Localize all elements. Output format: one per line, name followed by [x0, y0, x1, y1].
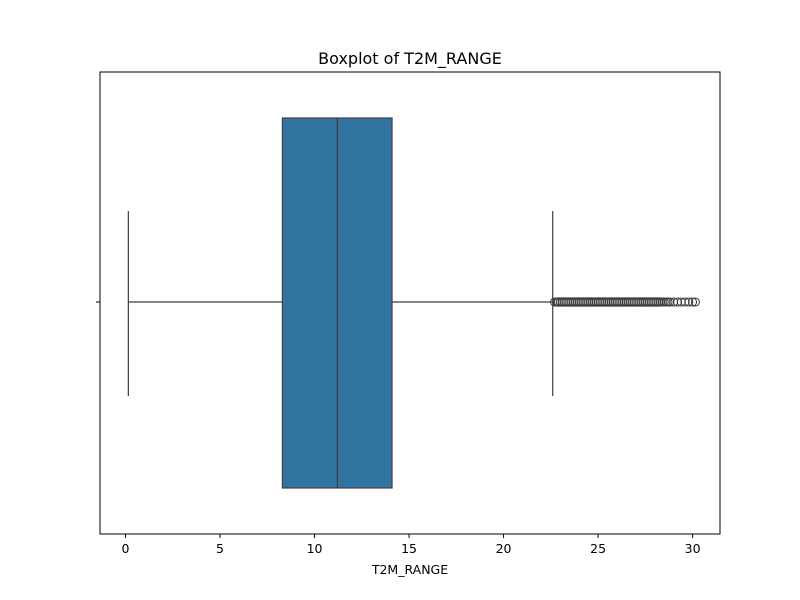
x-tick-label: 20 — [496, 541, 512, 556]
axes-frame — [99, 71, 721, 535]
x-tick-label: 30 — [685, 541, 701, 556]
chart-title: Boxplot of T2M_RANGE — [318, 49, 502, 69]
x-tick-label: 0 — [122, 541, 130, 556]
outlier-point — [690, 297, 700, 307]
x-tick-label: 5 — [216, 541, 224, 556]
plot-area — [127, 117, 700, 489]
outlier-point — [688, 297, 698, 307]
x-tick-label: 25 — [590, 541, 606, 556]
x-axis-label: T2M_RANGE — [371, 562, 448, 577]
x-tick-label: 15 — [401, 541, 417, 556]
x-tick-label: 10 — [307, 541, 323, 556]
outlier-point — [684, 297, 694, 307]
x-axis: 0 5 10 15 20 25 30 — [96, 71, 721, 556]
